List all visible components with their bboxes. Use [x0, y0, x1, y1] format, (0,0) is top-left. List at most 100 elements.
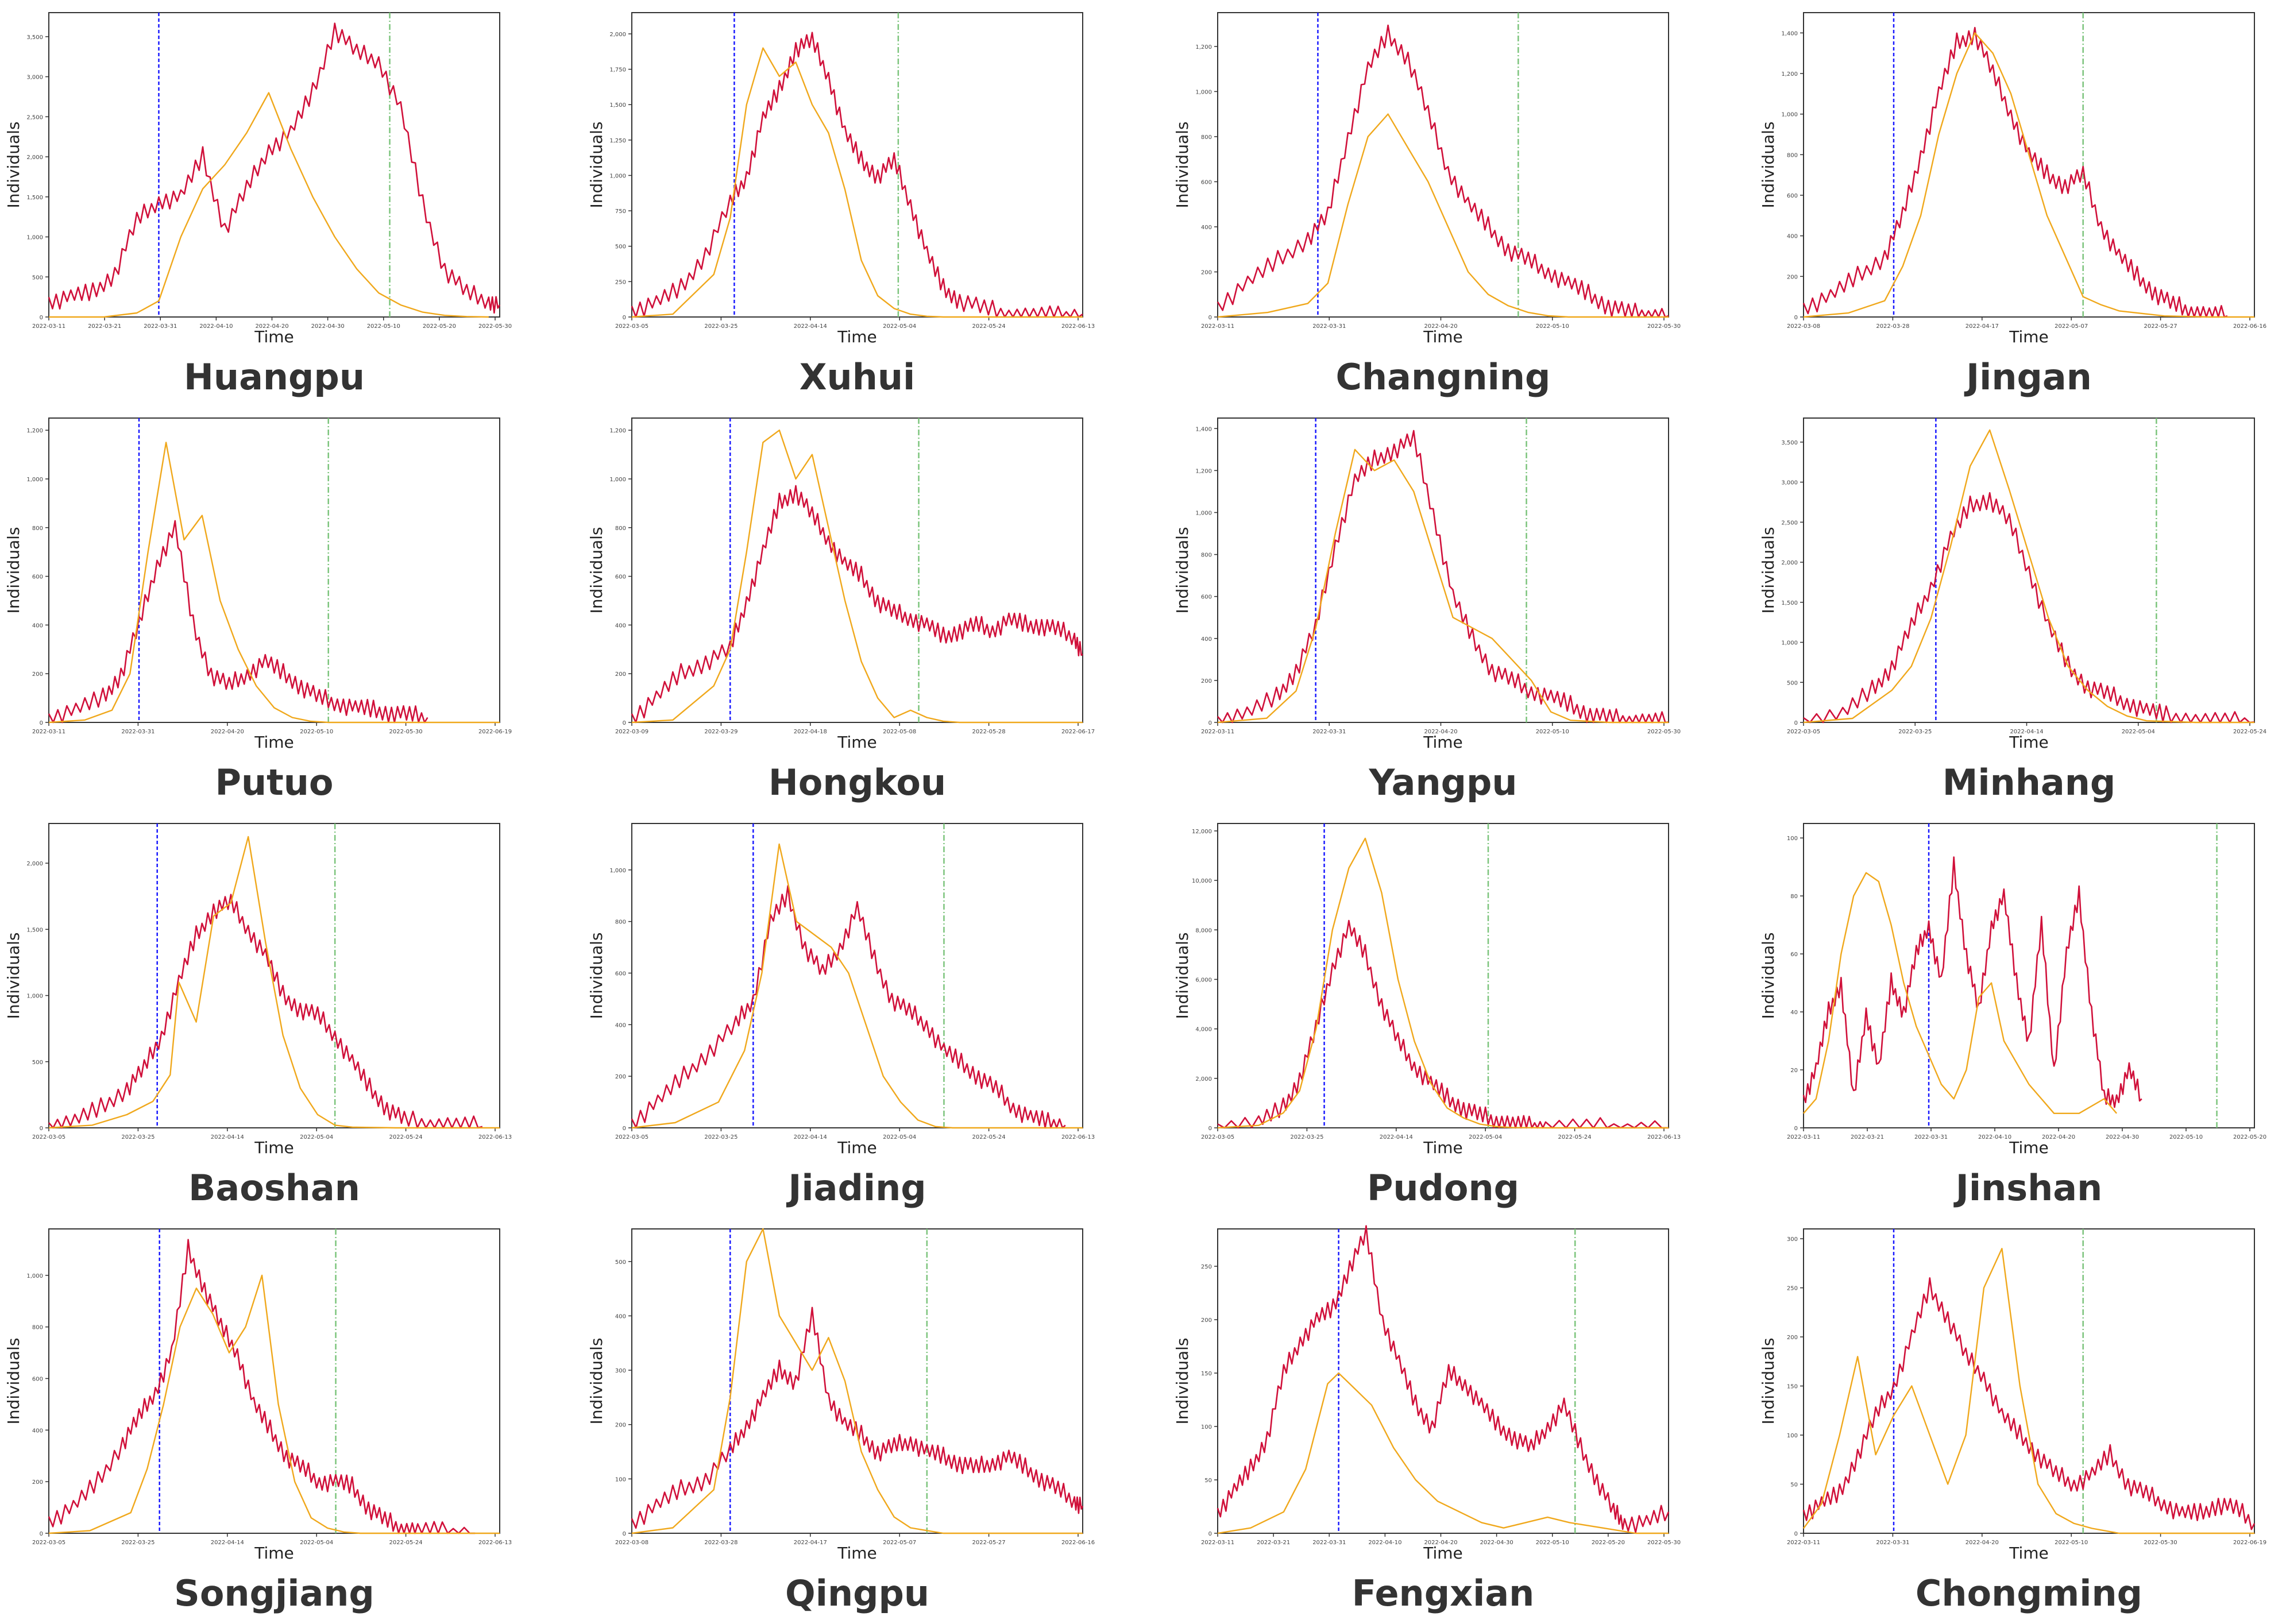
y-tick-label: 2,000: [609, 32, 626, 38]
x-tick-label: 2022-05-04: [1469, 1134, 1502, 1140]
x-axis-label: Time: [1423, 327, 1463, 346]
series-line-red: [1217, 1225, 1670, 1533]
series-line-orange: [48, 442, 500, 724]
y-tick-label: 1,000: [1195, 89, 1212, 95]
y-axis-label: Individuals: [587, 122, 606, 208]
y-tick-label: 1,500: [1781, 600, 1798, 606]
chart-panel-putuo: 0 200 400 600 800 1,000 1,200 2022-03-11 2022-03…: [4, 417, 512, 803]
x-tick-label: 2022-03-31: [1312, 323, 1346, 330]
chart-panel-yangpu: 0 200 400 600 800 1,000 1,200 1,400 2022-03-11 20…: [1173, 417, 1681, 803]
series-line-orange: [49, 92, 489, 318]
x-tick-label: 2022-04-14: [794, 1134, 827, 1140]
x-tick-label: 2022-05-10: [1536, 729, 1569, 735]
x-tick-label: 2022-04-20: [1966, 1540, 1999, 1546]
x-tick-label: 2022-05-04: [883, 323, 916, 330]
y-tick-label: 800: [615, 919, 626, 926]
y-tick-label: 0: [623, 1531, 626, 1537]
series-line-orange: [631, 843, 1083, 1129]
x-tick-label: 2022-04-14: [211, 1134, 244, 1140]
x-tick-label: 2022-03-09: [615, 729, 648, 735]
y-tick-label: 500: [615, 244, 626, 250]
y-tick-label: 200: [1201, 678, 1212, 685]
x-tick-label: 2022-05-30: [1647, 729, 1681, 735]
y-tick-label: 1,400: [1781, 30, 1798, 37]
y-tick-label: 1,200: [609, 428, 626, 434]
plot-frame: [1217, 417, 1669, 723]
x-tick-label: 2022-03-25: [704, 323, 737, 330]
x-tick-label: 2022-05-27: [2144, 323, 2177, 330]
y-tick-label: 200: [1787, 274, 1798, 280]
y-tick-label: 600: [32, 574, 43, 581]
chart-panel-jiading: 0 200 400 600 800 1,000 2022-03-05 2022-03-25 20…: [587, 823, 1095, 1209]
y-tick-label: 0: [623, 1126, 626, 1132]
panel-title: Xuhui: [800, 356, 915, 398]
x-tick-label: 2022-05-30: [389, 729, 423, 735]
y-tick-label: 1,200: [1195, 44, 1212, 51]
y-tick-label: 100: [1787, 836, 1798, 842]
y-tick-label: 0: [623, 315, 626, 321]
y-tick-label: 150: [1201, 1371, 1212, 1377]
y-tick-label: 1,000: [1195, 510, 1212, 516]
x-tick-label: 2022-06-19: [478, 729, 512, 735]
panel-title: Minhang: [1943, 761, 2116, 803]
series-line-orange: [631, 430, 1083, 724]
y-axis-label: Individuals: [4, 527, 23, 614]
series-line-orange: [1803, 429, 2254, 724]
x-tick-label: 2022-04-14: [1380, 1134, 1413, 1140]
y-tick-label: 400: [615, 1313, 626, 1320]
y-tick-label: 2,000: [26, 154, 43, 161]
x-tick-label: 2022-05-24: [972, 1134, 1006, 1140]
plot-frame: [1803, 823, 2255, 1128]
x-tick-label: 2022-06-13: [478, 1540, 512, 1546]
x-tick-label: 2022-03-05: [1787, 729, 1820, 735]
y-tick-label: 2,500: [1781, 520, 1798, 526]
y-axis-label: Individuals: [1173, 122, 1192, 208]
y-tick-label: 0: [1208, 1126, 1212, 1132]
x-tick-label: 2022-05-30: [1647, 1540, 1681, 1546]
x-axis-label: Time: [2009, 1138, 2049, 1157]
plot-frame: [48, 1228, 500, 1534]
y-tick-label: 100: [615, 1476, 626, 1483]
x-tick-label: 2022-04-17: [794, 1540, 827, 1546]
y-tick-label: 1,000: [26, 993, 43, 1000]
x-tick-label: 2022-03-31: [1876, 1540, 1909, 1546]
y-tick-label: 1,000: [1781, 112, 1798, 118]
x-axis-label: Time: [254, 733, 294, 752]
y-tick-label: 750: [615, 208, 626, 215]
x-tick-label: 2022-05-04: [2122, 729, 2155, 735]
x-tick-label: 2022-06-13: [1061, 323, 1095, 330]
y-axis-label: Individuals: [4, 122, 23, 208]
x-axis-label: Time: [2009, 733, 2049, 752]
x-tick-label: 2022-06-13: [478, 1134, 512, 1140]
y-axis-label: Individuals: [1173, 527, 1192, 614]
chart-panel-jinshan: 0 20 40 60 80 100 2022-03-11 2022-03-21 2022-03-…: [1759, 823, 2266, 1209]
y-tick-label: 100: [1201, 1424, 1212, 1430]
y-tick-label: 2,000: [26, 861, 43, 867]
y-axis-label: Individuals: [1759, 527, 1778, 614]
y-tick-label: 2,000: [1781, 560, 1798, 566]
x-tick-label: 2022-05-20: [1592, 1540, 1625, 1546]
y-tick-label: 500: [615, 1259, 626, 1266]
y-tick-label: 12,000: [1192, 829, 1212, 835]
series-line-orange: [631, 47, 1083, 318]
y-tick-label: 10,000: [1192, 878, 1212, 884]
y-tick-label: 400: [1787, 234, 1798, 240]
x-tick-label: 2022-04-20: [1424, 729, 1457, 735]
y-tick-label: 4,000: [1195, 1027, 1212, 1033]
panel-title: Jiading: [786, 1167, 926, 1209]
x-tick-label: 2022-03-11: [1787, 1134, 1820, 1140]
x-tick-label: 2022-05-24: [1558, 1134, 1592, 1140]
panel-title: Jingan: [1964, 356, 2092, 398]
x-tick-label: 2022-03-05: [615, 323, 648, 330]
y-tick-label: 0: [1208, 315, 1212, 321]
series-line-red: [631, 885, 1066, 1129]
chart-panel-songjiang: 0 200 400 600 800 1,000 2022-03-05 2022-03-25 20…: [4, 1228, 512, 1614]
x-axis-label: Time: [837, 733, 877, 752]
x-tick-label: 2022-03-05: [615, 1134, 648, 1140]
y-tick-label: 1,250: [609, 138, 626, 144]
x-tick-label: 2022-04-10: [199, 323, 233, 330]
y-tick-label: 150: [1787, 1384, 1798, 1390]
chart-panel-fengxian: 0 50 100 150 200 250 2022-03-11 2022-03-21 2022-…: [1173, 1225, 1681, 1614]
series-line-red: [631, 1306, 1084, 1529]
x-axis-label: Time: [1423, 1544, 1463, 1563]
